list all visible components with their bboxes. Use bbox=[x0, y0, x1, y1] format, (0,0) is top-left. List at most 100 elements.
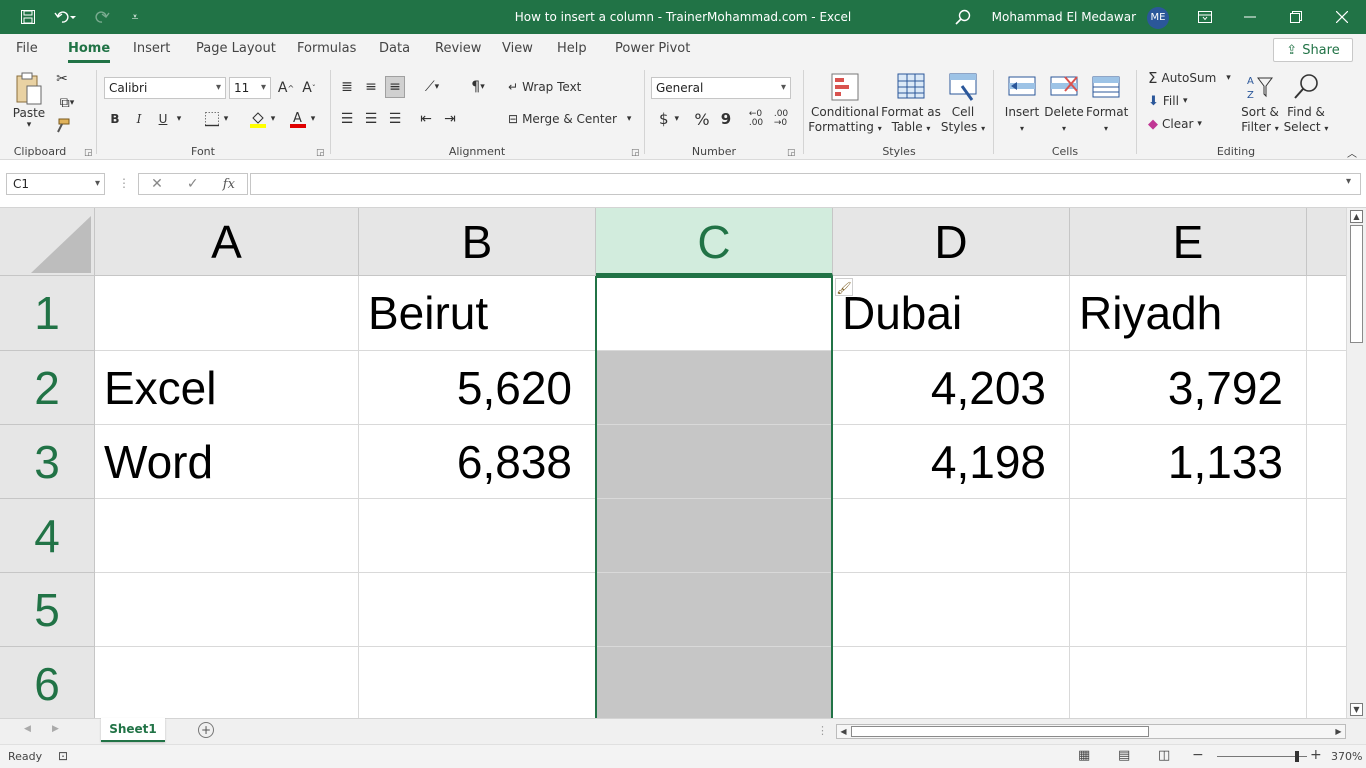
cell-f5[interactable] bbox=[1307, 573, 1346, 647]
alignment-launcher-icon[interactable]: ◲ bbox=[631, 148, 640, 158]
increase-font-size-icon[interactable]: A ^ bbox=[277, 80, 295, 96]
fill-button[interactable]: ⬇ Fill ▾ bbox=[1148, 93, 1188, 109]
cell-f3[interactable] bbox=[1307, 425, 1346, 499]
format-as-table-button[interactable]: Format as Table ▾ bbox=[881, 105, 941, 134]
borders-icon[interactable]: ▾ bbox=[198, 108, 234, 130]
vertical-scroll-thumb[interactable] bbox=[1350, 225, 1363, 343]
delete-cells-button[interactable]: Delete ▾ bbox=[1044, 105, 1084, 133]
cell-e6[interactable] bbox=[1070, 647, 1307, 718]
cell-d5[interactable] bbox=[833, 573, 1070, 647]
find-select-button[interactable]: Find & Select ▾ bbox=[1283, 105, 1329, 134]
cell-a2[interactable]: Excel bbox=[95, 351, 359, 425]
sort-filter-button[interactable]: Sort & Filter ▾ bbox=[1241, 105, 1279, 134]
restore-icon[interactable] bbox=[1276, 0, 1316, 34]
row-header-1[interactable]: 1 bbox=[0, 276, 95, 351]
formula-input[interactable] bbox=[250, 173, 1361, 195]
scroll-down-icon[interactable]: ▼ bbox=[1350, 703, 1363, 716]
orientation-icon[interactable]: ⟋ ▾ bbox=[424, 79, 440, 95]
row-header-2[interactable]: 2 bbox=[0, 351, 95, 425]
align-left-icon[interactable]: ☰ bbox=[340, 111, 354, 127]
column-header-e[interactable]: E bbox=[1070, 208, 1307, 276]
zoom-in-icon[interactable]: + bbox=[1310, 747, 1322, 763]
worksheet-grid[interactable]: A B C D E 1 2 3 4 5 6 Beirut Dubai Riyad… bbox=[0, 208, 1346, 718]
column-header-d[interactable]: D bbox=[833, 208, 1070, 276]
cell-c4[interactable] bbox=[596, 499, 833, 573]
row-header-5[interactable]: 5 bbox=[0, 573, 95, 647]
cell-e3[interactable]: 1,133 bbox=[1070, 425, 1307, 499]
tab-insert[interactable]: Insert bbox=[133, 41, 171, 56]
cell-a6[interactable] bbox=[95, 647, 359, 718]
middle-align-icon[interactable]: ≡ bbox=[365, 79, 377, 95]
horizontal-scroll-thumb[interactable] bbox=[851, 726, 1149, 737]
format-cells-icon[interactable] bbox=[1090, 70, 1122, 104]
tab-page-layout[interactable]: Page Layout bbox=[196, 41, 276, 56]
zoom-out-icon[interactable]: − bbox=[1192, 747, 1204, 763]
vertical-scrollbar[interactable]: ▲ ▼ bbox=[1346, 208, 1366, 718]
zoom-slider[interactable] bbox=[1217, 756, 1307, 757]
share-button[interactable]: ⇪ Share bbox=[1273, 38, 1353, 62]
tab-help[interactable]: Help bbox=[557, 41, 587, 56]
cell-a5[interactable] bbox=[95, 573, 359, 647]
decrease-indent-icon[interactable]: ⇤ bbox=[420, 111, 432, 127]
cell-c5[interactable] bbox=[596, 573, 833, 647]
percent-button[interactable]: % bbox=[694, 109, 710, 129]
zoom-level[interactable]: 370% bbox=[1331, 750, 1363, 763]
row-header-3[interactable]: 3 bbox=[0, 425, 95, 499]
increase-decimal-icon[interactable]: ←0.00 bbox=[748, 109, 764, 128]
cut-icon[interactable]: ✂ bbox=[56, 71, 68, 87]
conditional-formatting-icon[interactable] bbox=[828, 70, 862, 104]
row-header-4[interactable]: 4 bbox=[0, 499, 95, 573]
cell-d6[interactable] bbox=[833, 647, 1070, 718]
underline-button[interactable]: U bbox=[158, 112, 168, 126]
redo-icon[interactable] bbox=[88, 0, 122, 34]
insert-cells-icon[interactable] bbox=[1006, 70, 1038, 104]
tab-splitter-icon[interactable]: ⋮ bbox=[817, 724, 828, 737]
format-as-table-icon[interactable] bbox=[894, 70, 928, 104]
search-icon[interactable] bbox=[950, 0, 976, 34]
tab-formulas[interactable]: Formulas bbox=[297, 41, 357, 56]
cell-c2[interactable] bbox=[596, 351, 833, 425]
cell-f1[interactable] bbox=[1307, 276, 1346, 351]
font-size-select[interactable]: 11 bbox=[229, 77, 271, 99]
macro-recording-icon[interactable]: ⊡ bbox=[58, 749, 69, 763]
decrease-decimal-icon[interactable]: .00 →0 bbox=[773, 109, 789, 128]
tab-home[interactable]: Home bbox=[68, 41, 111, 63]
tab-data[interactable]: Data bbox=[379, 41, 411, 56]
insert-function-icon[interactable]: fx bbox=[222, 176, 235, 192]
cell-styles-icon[interactable] bbox=[946, 70, 980, 104]
cell-c1[interactable] bbox=[596, 276, 833, 351]
clear-button[interactable]: ◆ Clear ▾ bbox=[1148, 116, 1202, 132]
cell-a3[interactable]: Word bbox=[95, 425, 359, 499]
conditional-formatting-button[interactable]: Conditional Formatting ▾ bbox=[808, 105, 882, 134]
format-cells-button[interactable]: Format ▾ bbox=[1086, 105, 1129, 133]
avatar[interactable]: ME bbox=[1147, 7, 1169, 29]
prev-sheet-icon[interactable]: ◀ bbox=[24, 724, 31, 734]
name-box[interactable]: C1 bbox=[6, 173, 105, 195]
cell-b4[interactable] bbox=[359, 499, 596, 573]
cell-e1[interactable]: Riyadh bbox=[1070, 276, 1307, 351]
increase-indent-icon[interactable]: ⇥ bbox=[444, 111, 456, 127]
cell-d3[interactable]: 4,198 bbox=[833, 425, 1070, 499]
ribbon-display-options-icon[interactable] bbox=[1192, 0, 1218, 34]
align-center-icon[interactable]: ☰ bbox=[364, 111, 378, 127]
insert-cells-button[interactable]: Insert ▾ bbox=[1004, 105, 1040, 133]
paste-label[interactable]: Paste bbox=[12, 106, 46, 120]
select-all-button[interactable] bbox=[0, 208, 95, 276]
bottom-align-icon[interactable]: ≡ bbox=[385, 76, 405, 98]
bold-button[interactable]: B bbox=[110, 112, 120, 126]
cell-b3[interactable]: 6,838 bbox=[359, 425, 596, 499]
cell-f2[interactable] bbox=[1307, 351, 1346, 425]
scroll-left-icon[interactable]: ◀ bbox=[840, 727, 847, 736]
normal-view-icon[interactable]: ▦ bbox=[1078, 748, 1091, 763]
column-header-a[interactable]: A bbox=[95, 208, 359, 276]
find-select-icon[interactable] bbox=[1290, 70, 1322, 104]
cell-a4[interactable] bbox=[95, 499, 359, 573]
page-break-preview-icon[interactable]: ◫ bbox=[1158, 748, 1171, 763]
cell-d1[interactable]: Dubai bbox=[833, 276, 1070, 351]
insert-options-icon[interactable]: 🖌 bbox=[835, 278, 853, 296]
cell-d4[interactable] bbox=[833, 499, 1070, 573]
scroll-right-icon[interactable]: ▶ bbox=[1335, 727, 1342, 736]
cell-d2[interactable]: 4,203 bbox=[833, 351, 1070, 425]
